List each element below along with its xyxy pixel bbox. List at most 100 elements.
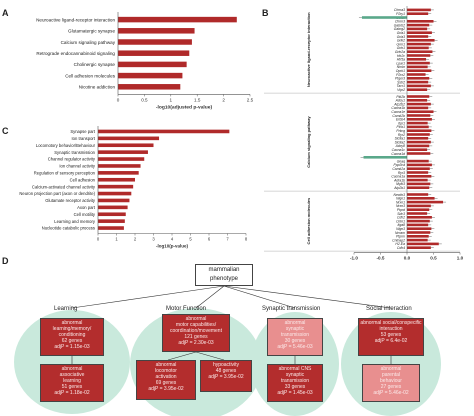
- tree-link-synaptic: [223, 285, 296, 309]
- chart-b-gene-2-0: Nectin3: [394, 193, 406, 197]
- chart-b-gene-0-10: Grin1: [397, 46, 405, 50]
- chart-b-bar-1-9: [407, 129, 432, 132]
- chart-b-gene-1-24: Atp2b1: [393, 186, 405, 190]
- chart-c-bar-2: [98, 143, 154, 148]
- chart-b-bar-0-17: [407, 73, 426, 76]
- tree-link-social: [223, 285, 392, 309]
- chart-b-bar-2-0: [407, 193, 429, 196]
- chart-b-bar-0-19: [407, 80, 429, 84]
- chart-b-bar-0-8: [407, 39, 435, 42]
- chart-b-bar-1-10: [407, 133, 430, 136]
- chart-b-group-label-2: Cell adhesion molecules: [306, 197, 311, 244]
- chart-b-gene-1-21: Cacna1a: [391, 175, 405, 179]
- chart-a-bar-3: [118, 50, 190, 56]
- chart-b-bar-0-4: [407, 23, 430, 27]
- chart-b-group-label-1: Calcium signaling pathway: [306, 116, 311, 168]
- chart-b-bar-2-12: [407, 238, 428, 242]
- chart-b-bar-2-10: [407, 231, 431, 234]
- chart-b-bar-2-5: [407, 212, 428, 215]
- chart-b-xtick-2: 0.0: [404, 256, 411, 261]
- chart-c-bar-6: [98, 171, 139, 175]
- chart-a-label-4: Cholinergic synapse: [74, 62, 116, 67]
- chart-b-gene-1-17: Gnaq: [397, 159, 405, 163]
- chart-b-group-label-0: Neuroactive ligand-receptor interaction: [306, 12, 311, 87]
- chart-c-bar-4: [98, 157, 145, 161]
- chart-b-gene-2-2: Nrxn1: [396, 200, 405, 204]
- chart-b-gene-0-19: Sstr2: [397, 80, 405, 84]
- tree-node-synaptic-1-line-1: synaptic: [285, 326, 305, 332]
- chart-c-xtick-8: 8: [245, 237, 248, 242]
- chart-b-bar-0-6: [407, 31, 432, 34]
- tree-node-social-2-line-1: parental: [381, 372, 401, 378]
- chart-b-bar-1-8: [407, 125, 429, 129]
- tree-link-motor-inner-2: [195, 351, 225, 361]
- chart-b-bar-2-9: [407, 227, 432, 230]
- chart-b-gene-2-1: Nlgn1: [396, 197, 405, 201]
- chart-c-bar-11: [98, 205, 128, 210]
- chart-b-gene-2-3: Nrxn3: [396, 204, 405, 208]
- chart-b-gene-2-13: H2-Ea: [395, 242, 405, 246]
- chart-b-gene-2-7: Cntn1: [396, 219, 405, 223]
- tree-node-learning-2: abnormal associative learning 51 genes adjP …: [40, 364, 104, 402]
- chart-b-gene-2-11: Ptprm: [396, 235, 405, 239]
- tree-node-learning-2-line-3: 51 genes: [61, 384, 83, 390]
- chart-a-label-2: Calcium signaling pathway: [61, 40, 116, 45]
- chart-b-bar-0-2: [361, 16, 407, 19]
- chart-c-label-1: Ion transport: [71, 136, 95, 141]
- tree-root: mammalian phenotype: [195, 264, 253, 286]
- chart-c: Synapse part Ion transport Locomotory beha…: [19, 126, 248, 249]
- tree-node-motor-3-line-1: 48 genes: [215, 368, 237, 374]
- chart-c-label-13: Learning and memory: [54, 219, 96, 224]
- chart-c-bar-10: [98, 198, 130, 203]
- chart-b-bar-1-21: [407, 175, 432, 178]
- chart-a-bar-1: [118, 28, 195, 34]
- chart-b-bar-1-7: [407, 121, 428, 125]
- chart-b-gene-1-18: Ppp3ca: [394, 163, 406, 167]
- chart-b-gene-0-12: Htr2c: [397, 54, 405, 58]
- chart-b-gene-1-23: Mylk3: [396, 182, 405, 186]
- chart-b: Chrna3P2ry1CckbrChrm3Gabrb2Gabrg2Gria1Gr…: [264, 6, 464, 261]
- chart-b-gene-0-1: P2ry1: [396, 12, 405, 16]
- chart-b-gene-0-20: Tacr1: [397, 84, 405, 88]
- chart-c-label-4: Channel regulator activity: [48, 157, 96, 162]
- chart-c-xtick-2: 2: [134, 237, 137, 242]
- chart-b-bar-1-5: [407, 114, 431, 117]
- chart-a-label-3: Retrograde endocannabinoid signaling: [36, 51, 115, 56]
- chart-b-bar-1-2: [407, 102, 431, 106]
- tree-node-motor-2-line-1: locomotor: [155, 368, 177, 374]
- chart-b-bar-1-3: [407, 106, 429, 110]
- chart-b-gene-0-13: Htr5a: [397, 58, 405, 62]
- tree-node-motor-2-line-4: adjP = 3.95e-02: [148, 386, 184, 392]
- chart-b-bar-2-11: [407, 235, 429, 238]
- tree-node-social-2-line-3: 27 genes: [380, 384, 402, 390]
- panel-label-d: D: [2, 256, 9, 266]
- chart-c-label-2: Locomotory behavior/Behaviour: [36, 143, 96, 148]
- tree-link-motor: [195, 285, 225, 309]
- chart-b-bar-1-17: [407, 159, 429, 163]
- chart-b-gene-2-4: Ptprd: [397, 208, 405, 212]
- tree-node-synaptic-1-line-3: 30 genes: [284, 338, 306, 344]
- chart-c-xtick-7: 7: [226, 237, 229, 242]
- chart-c-label-14: Nucleotide catabolic process: [42, 226, 95, 231]
- chart-b-gene-0-17: P2rx2: [396, 73, 405, 77]
- chart-a-bar-6: [118, 84, 181, 90]
- tree-node-synaptic-2: abnormal CNS synaptic transmission 33 genes…: [267, 364, 323, 402]
- chart-b-gene-2-8: Itga8: [397, 223, 405, 227]
- chart-c-bar-3: [98, 150, 148, 154]
- chart-c-label-10: Glutamate receptor activity: [45, 198, 96, 203]
- tree-link-learning: [71, 285, 225, 309]
- chart-b-bar-1-11: [407, 137, 429, 140]
- chart-b-bar-0-11: [407, 50, 433, 53]
- chart-c-bar-14: [98, 226, 124, 230]
- chart-b-gene-0-8: Grik2: [397, 39, 405, 43]
- tree-node-synaptic-1-line-4: adjP = 5.46e-03: [277, 344, 313, 350]
- chart-b-bar-2-8: [407, 223, 429, 227]
- chart-b-gene-2-9: Nlgn3: [396, 227, 405, 231]
- chart-b-bar-0-0: [407, 8, 431, 12]
- chart-b-bar-0-12: [407, 54, 431, 57]
- chart-b-bar-2-3: [407, 204, 431, 208]
- chart-b-bar-1-1: [407, 99, 428, 102]
- tree-root-label: mammalian phenotype: [208, 267, 240, 282]
- chart-b-bar-0-15: [407, 65, 428, 69]
- chart-a-xlabel: -log10(adjusted p-value): [156, 104, 213, 110]
